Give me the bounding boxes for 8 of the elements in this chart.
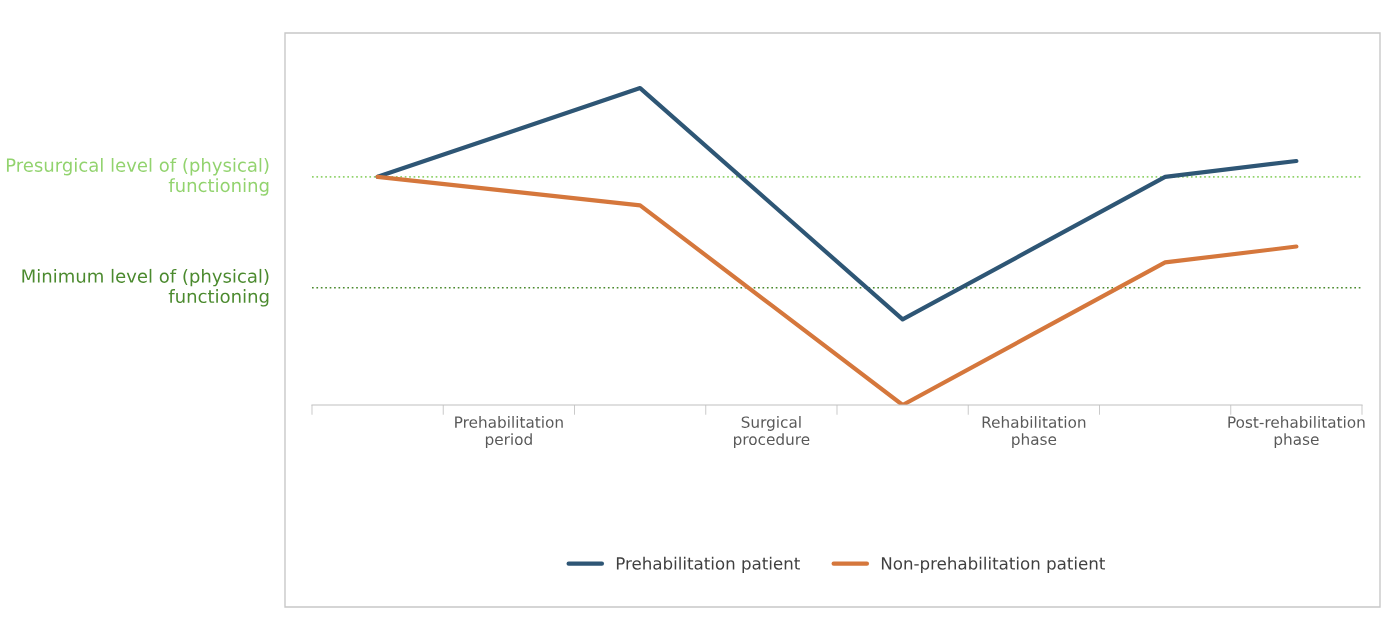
x-tick-label: Prehabilitation period bbox=[455, 416, 563, 448]
ref-line-label: Presurgical level of (physical) functioning bbox=[6, 157, 269, 196]
ref-line-label: Minimum level of (physical) functioning bbox=[22, 268, 269, 307]
x-tick-label: Surgical procedure bbox=[734, 416, 810, 448]
legend-label: Non-prehabilitation patient bbox=[881, 556, 1105, 573]
x-tick-label: Rehabilitation phase bbox=[982, 416, 1086, 448]
x-tick-label: Post-rehabilitation phase bbox=[1228, 416, 1365, 448]
legend-label: Prehabilitation patient bbox=[616, 556, 800, 573]
